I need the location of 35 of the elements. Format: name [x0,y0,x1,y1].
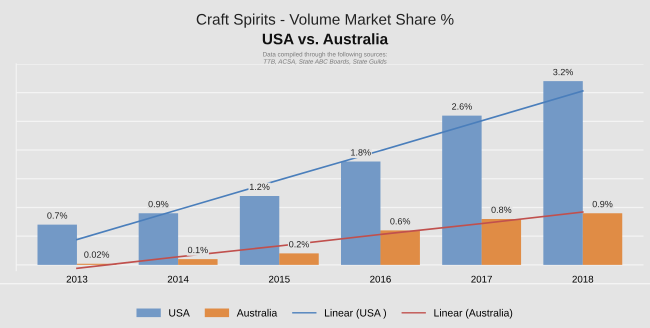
x-tick-label: 2014 [168,276,189,283]
x-tick-label: 2016 [370,276,391,283]
data-label: 0.8% [491,206,512,213]
chart-title: Craft Spirits - Volume Market Share % [196,14,454,28]
legend-label: Australia [236,308,278,317]
data-label: 0.6% [390,218,410,224]
x-tick-label: 2015 [268,276,290,283]
bar [442,116,482,265]
legend-label: Linear (USA ) [324,308,386,319]
x-tick-label: 2017 [471,276,492,283]
legend-label: Linear (Australia) [434,308,512,319]
data-label: 0.9% [148,200,168,208]
data-label: 0.9% [592,200,612,208]
bar [178,259,218,265]
bar [240,196,280,265]
bar [380,230,420,265]
chart-subtitle: USA vs. Australia [262,33,388,44]
bar [543,81,583,265]
bar [341,162,380,265]
data-label: 1.8% [351,149,371,156]
data-label: 0.1% [188,246,208,254]
data-label: 1.2% [250,184,270,190]
bar [582,213,622,265]
data-label: 3.2% [553,68,574,76]
bar [482,218,522,265]
data-label: 2.6% [452,103,472,110]
bar [279,253,319,265]
data-label: 0.02% [84,251,110,258]
bar [138,213,178,265]
x-tick-label: 2018 [572,276,594,283]
data-label: 0.7% [47,212,68,219]
data-label: 0.2% [289,241,309,248]
legend-label: USA [169,309,190,317]
x-tick-label: 2013 [66,276,88,283]
bar [37,224,77,265]
